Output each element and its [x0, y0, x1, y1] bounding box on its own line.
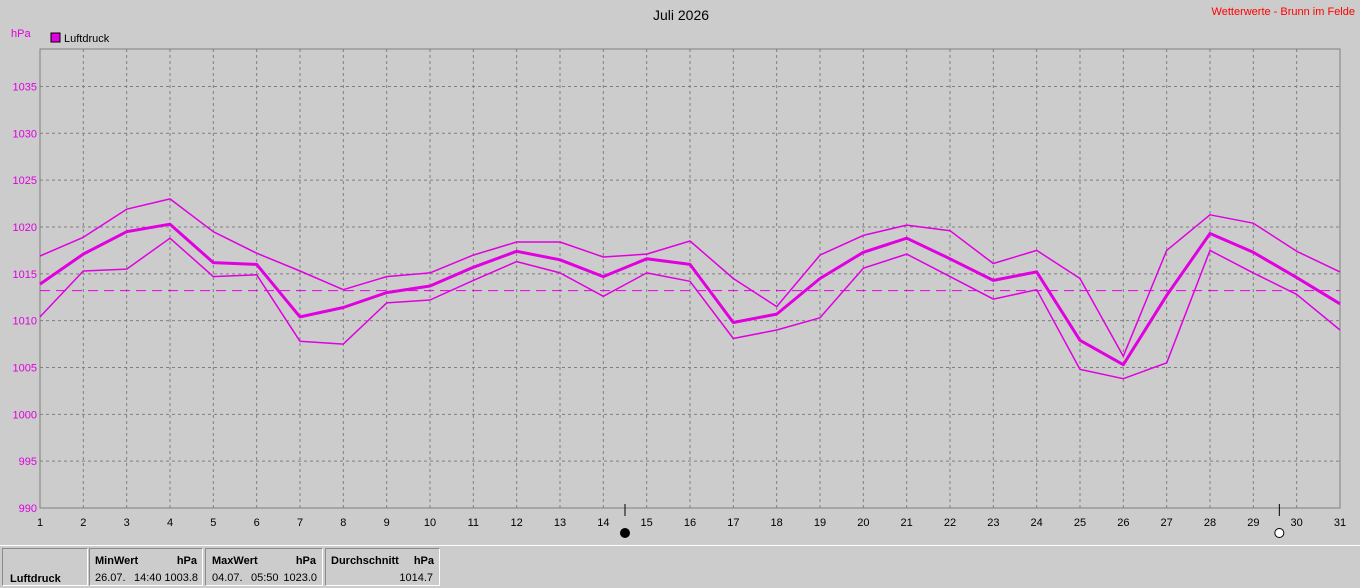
- min-header: MinWert: [95, 555, 139, 567]
- x-tick-label: 23: [987, 517, 999, 529]
- x-tick-label: 24: [1031, 517, 1043, 529]
- stats-avg-cell: Durchschnitt hPa 1014.7: [325, 548, 440, 586]
- avg-value: 1014.7: [399, 572, 433, 584]
- credit-text: Wetterwerte - Brunn im Felde: [1212, 6, 1355, 18]
- min-unit: hPa: [176, 555, 197, 567]
- x-tick-label: 13: [554, 517, 566, 529]
- x-tick-label: 14: [597, 517, 609, 529]
- avg-header: Durchschnitt: [331, 555, 399, 567]
- full-moon-icon: [1274, 528, 1285, 538]
- chart: Juli 2026 Wetterwerte - Brunn im Felde h…: [11, 6, 1355, 538]
- x-tick-label: 10: [424, 517, 436, 529]
- x-tick-label: 17: [727, 517, 739, 529]
- legend-label: Luftdruck: [64, 33, 110, 45]
- x-tick-label: 3: [124, 517, 130, 529]
- max-unit: hPa: [295, 555, 316, 567]
- new-moon-icon: [620, 528, 630, 538]
- y-tick-label: 1015: [13, 269, 37, 281]
- x-tick-label: 25: [1074, 517, 1086, 529]
- chart-title: Juli 2026: [653, 7, 709, 23]
- x-tick-label: 6: [254, 517, 260, 529]
- x-tick-label: 30: [1291, 517, 1303, 529]
- x-tick-label: 29: [1247, 517, 1259, 529]
- y-tick-label: 1030: [13, 128, 37, 140]
- stats-series-cell: Luftdruck: [2, 548, 88, 586]
- y-tick-label: 1035: [13, 81, 37, 93]
- series-group: [39, 198, 1341, 380]
- max-date: 04.07.: [212, 572, 243, 584]
- x-tick-label: 11: [468, 517, 479, 529]
- y-tick-label: 1020: [13, 222, 37, 234]
- max-time: 05:50: [251, 572, 279, 584]
- avg-unit: hPa: [413, 555, 434, 567]
- x-tick-label: 27: [1161, 517, 1173, 529]
- min-time: 14:40: [134, 572, 162, 584]
- x-tick-label: 18: [771, 517, 783, 529]
- x-tick-label: 21: [901, 517, 913, 529]
- y-tick-label: 1025: [13, 175, 37, 187]
- series-line-min: [39, 237, 1341, 380]
- series-line-avg: [39, 222, 1341, 367]
- x-tick-label: 28: [1204, 517, 1216, 529]
- x-tick-label: 31: [1334, 517, 1346, 529]
- x-tick-label: 19: [814, 517, 826, 529]
- y-tick-label: 1000: [13, 409, 37, 421]
- x-tick-label: 7: [297, 517, 303, 529]
- x-axis-ticks: 1 2 3 4 5 6 7 8 9 10 11 12 13 14 15 16 17 18 19 20 21 22 23 24 2…: [37, 517, 1346, 529]
- max-header: MaxWert: [212, 555, 258, 567]
- y-tick-label: 995: [19, 456, 37, 468]
- stats-min-cell: MinWert hPa 26.07. 14:40 1003.8: [89, 548, 203, 586]
- y-axis-ticks: 990 995 1000 1005 1010 1015 1020 1025 1030 1035: [13, 81, 37, 515]
- x-tick-label: 5: [210, 517, 216, 529]
- stats-series-name: Luftdruck: [10, 573, 61, 585]
- x-tick-label: 1: [37, 517, 43, 529]
- y-tick-label: 990: [19, 503, 37, 515]
- x-tick-label: 16: [684, 517, 696, 529]
- x-tick-label: 12: [511, 517, 523, 529]
- series-line-max: [39, 198, 1341, 357]
- x-tick-label: 9: [384, 517, 390, 529]
- y-unit-label: hPa: [11, 28, 31, 40]
- x-tick-label: 26: [1117, 517, 1129, 529]
- min-date: 26.07.: [95, 572, 126, 584]
- x-tick-label: 8: [340, 517, 346, 529]
- x-tick-label: 2: [80, 517, 86, 529]
- stats-max-cell: MaxWert hPa 04.07. 05:50 1023.0: [205, 548, 323, 586]
- y-tick-label: 1005: [13, 362, 37, 374]
- stats-bar: Luftdruck MinWert hPa 26.07. 14:40 1003.…: [0, 545, 1360, 588]
- x-tick-label: 15: [641, 517, 653, 529]
- legend: Luftdruck: [50, 32, 110, 45]
- moon-phases: [620, 504, 1285, 538]
- x-tick-label: 22: [944, 517, 956, 529]
- x-tick-label: 4: [167, 517, 173, 529]
- min-value: 1003.8: [164, 572, 198, 584]
- max-value: 1023.0: [283, 572, 317, 584]
- x-tick-label: 20: [857, 517, 869, 529]
- y-tick-label: 1010: [13, 316, 37, 328]
- legend-swatch: [50, 32, 61, 43]
